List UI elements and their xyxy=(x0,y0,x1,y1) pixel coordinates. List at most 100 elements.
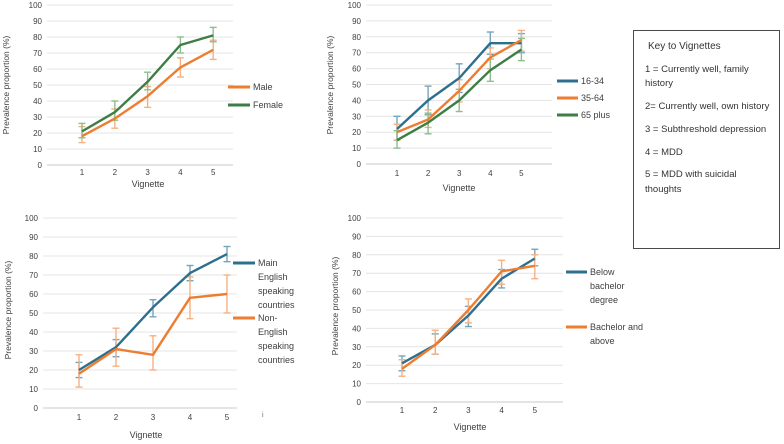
x-tick-label: 1 xyxy=(77,413,82,422)
y-tick-label: 80 xyxy=(29,252,38,261)
x-tick-label: 4 xyxy=(499,406,504,415)
x-tick-label: 4 xyxy=(488,169,493,178)
y-tick-label: 0 xyxy=(38,161,43,170)
key-item: 3 = Subthreshold depression xyxy=(645,123,767,135)
y-tick-label: 10 xyxy=(352,380,361,389)
y-tick-label: 90 xyxy=(33,17,42,26)
y-tick-label: 80 xyxy=(352,251,361,260)
x-tick-label: 2 xyxy=(426,169,431,178)
y-tick-label: 90 xyxy=(352,17,361,26)
y-axis-title: Prevalence proportion (%) xyxy=(325,35,335,134)
legend-entry-below-bachelor-degree: Below bachelor degree xyxy=(566,267,625,305)
y-tick-label: 20 xyxy=(352,361,361,370)
y-tick-label: 10 xyxy=(33,145,42,154)
legend-entry-non-english-speaking-countries: Non- English speaking countries xyxy=(233,313,295,365)
x-tick-label: 5 xyxy=(519,169,524,178)
y-tick-label: 40 xyxy=(33,97,42,106)
series-line-bachelor-and-above xyxy=(401,264,535,370)
x-axis-title: Vignette xyxy=(132,179,165,189)
y-tick-label: 60 xyxy=(352,288,361,297)
chart-sex: 0 10 20 30 40 50 60 70 80 90 100 1 2 3 4 5 Vignette Preva… xyxy=(1,1,283,189)
series-line-male xyxy=(81,48,214,138)
y-tick-label: 10 xyxy=(352,144,361,153)
y-tick-label: 50 xyxy=(33,81,42,90)
legend-entry-16-34: 16-34 xyxy=(557,76,604,86)
y-axis-title: Prevalence proportion (%) xyxy=(1,35,11,134)
y-tick-label: 70 xyxy=(352,269,361,278)
legend-label: Male xyxy=(253,82,273,92)
legend-label: Main xyxy=(258,258,278,268)
y-axis-title: Prevalence proportion (%) xyxy=(3,260,13,359)
legend-label: countries xyxy=(258,300,295,310)
y-tick-label: 90 xyxy=(29,233,38,242)
x-tick-label: 1 xyxy=(80,168,85,177)
legend-label: 35-64 xyxy=(581,93,604,103)
series-line-below-bachelor-degree xyxy=(401,257,536,365)
legend-label: 16-34 xyxy=(581,76,604,86)
y-tick-label: 40 xyxy=(352,96,361,105)
y-tick-label: 10 xyxy=(29,385,38,394)
error-bar xyxy=(209,26,217,43)
series-line-non-english-speaking-countries xyxy=(78,292,228,375)
legend-label: Below xyxy=(590,267,615,277)
y-tick-label: 80 xyxy=(33,33,42,42)
series-line-female xyxy=(81,34,214,133)
y-tick-label: 50 xyxy=(352,81,361,90)
y-tick-label: 20 xyxy=(33,129,42,138)
legend-entry-bachelor-and-above: Bachelor and above xyxy=(566,322,643,346)
x-tick-label: 2 xyxy=(113,168,118,177)
x-axis-title: Vignette xyxy=(443,183,476,193)
key-item: 1 = Currently well, family history xyxy=(645,64,749,90)
legend-label: English xyxy=(258,272,288,282)
x-tick-label: 4 xyxy=(178,168,183,177)
stray-mark: i xyxy=(262,412,264,419)
chart-age: 0 10 20 30 40 50 60 70 80 90 100 1 2 3 4 5 Vignette Preva… xyxy=(325,1,611,193)
key-item: 2= Currently well, own history xyxy=(645,101,770,112)
x-tick-label: 2 xyxy=(433,406,438,415)
legend-label: Bachelor and xyxy=(590,322,643,332)
y-tick-label: 100 xyxy=(348,1,362,10)
legend-label: bachelor xyxy=(590,281,625,291)
legend-label: countries xyxy=(258,355,295,365)
key-item: 5 = MDD with suicidal thoughts xyxy=(645,169,737,195)
series-line-main-english-speaking-countries xyxy=(78,253,228,372)
legend-entry-65-plus: 65 plus xyxy=(557,110,611,120)
y-tick-label: 100 xyxy=(25,214,39,223)
y-tick-label: 50 xyxy=(29,309,38,318)
y-tick-label: 80 xyxy=(352,33,361,42)
key-to-vignettes-box: Key to Vignettes 1 = Currently well, fam… xyxy=(633,30,780,249)
y-tick-label: 0 xyxy=(357,160,362,169)
x-tick-label: 5 xyxy=(225,413,230,422)
legend-label: degree xyxy=(590,295,618,305)
y-tick-label: 60 xyxy=(33,65,42,74)
y-axis-title: Prevalence proportion (%) xyxy=(330,256,340,355)
key-box-title: Key to Vignettes xyxy=(648,41,721,52)
y-tick-label: 30 xyxy=(352,343,361,352)
legend-label: Female xyxy=(253,100,283,110)
y-tick-label: 100 xyxy=(29,1,43,10)
x-tick-label: 1 xyxy=(395,169,400,178)
x-tick-label: 4 xyxy=(188,413,193,422)
x-tick-label: 3 xyxy=(151,413,156,422)
y-tick-label: 60 xyxy=(29,290,38,299)
series-line-65-plus xyxy=(396,48,523,142)
x-tick-label: 1 xyxy=(400,406,405,415)
legend-label: above xyxy=(590,336,615,346)
y-tick-label: 70 xyxy=(352,49,361,58)
x-axis-title: Vignette xyxy=(130,430,163,440)
legend-entry-main-english-speaking-countries: Main English speaking countries xyxy=(233,258,295,310)
legend-label: speaking xyxy=(258,286,294,296)
error-bar xyxy=(431,329,439,355)
y-tick-label: 50 xyxy=(352,306,361,315)
x-tick-label: 3 xyxy=(145,168,150,177)
chart-education: 0 10 20 30 40 50 60 70 80 90 100 1 2 3 4 5 Vignette Preva… xyxy=(330,214,643,432)
series-line-35-64 xyxy=(396,38,522,134)
y-tick-label: 100 xyxy=(348,214,362,223)
y-tick-label: 90 xyxy=(352,232,361,241)
y-tick-label: 0 xyxy=(357,398,362,407)
y-tick-label: 30 xyxy=(29,347,38,356)
x-tick-label: 3 xyxy=(457,169,462,178)
chart-country: 0 10 20 30 40 50 60 70 80 90 100 1 2 3 4 5 Vignette Preva… xyxy=(3,214,295,440)
